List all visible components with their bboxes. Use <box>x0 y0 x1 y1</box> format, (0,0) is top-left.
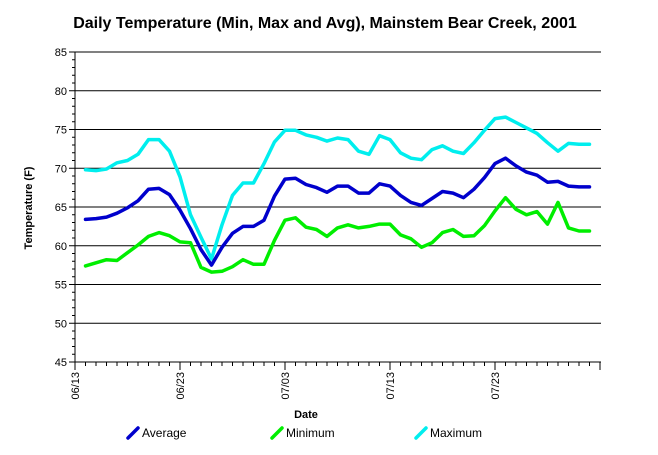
legend-label-maximum: Maximum <box>430 426 482 440</box>
y-tick-label: 65 <box>55 202 67 214</box>
legend-swatch-minimum <box>270 426 284 440</box>
x-tick-label: 06/13 <box>70 372 82 400</box>
series-line-average <box>83 156 592 267</box>
x-tick-label: 06/23 <box>175 372 187 400</box>
legend-swatch-maximum <box>414 426 428 440</box>
y-tick-label: 60 <box>55 241 67 253</box>
grid-lines <box>75 51 601 324</box>
y-tick-label: 55 <box>55 280 67 292</box>
chart-title: Daily Temperature (Min, Max and Avg), Ma… <box>73 15 577 32</box>
legend-swatch-average <box>126 426 140 440</box>
series-line-minimum <box>83 195 592 274</box>
x-tick-label: 07/13 <box>385 372 397 400</box>
y-tick-label: 85 <box>55 47 67 59</box>
x-axis-label: Date <box>294 409 318 421</box>
y-tick-label: 70 <box>55 163 67 175</box>
y-tick-label: 75 <box>55 125 67 137</box>
y-axis-label: Temperature (F) <box>23 166 35 249</box>
legend-label-minimum: Minimum <box>286 426 335 440</box>
y-tick-label: 50 <box>55 318 67 330</box>
y-tick-label: 80 <box>55 86 67 98</box>
y-tick-label: 45 <box>55 357 67 369</box>
x-tick-label: 07/23 <box>490 372 502 400</box>
legend: Average Minimum Maximum <box>126 426 482 440</box>
x-tick-label: 07/03 <box>280 372 292 400</box>
axes: 45 50 55 60 65 70 75 80 85 06/13 06/23 07/03 07/13 07… <box>55 47 601 400</box>
legend-label-average: Average <box>142 426 187 440</box>
series-lines <box>83 115 592 274</box>
series-line-maximum <box>83 115 592 261</box>
